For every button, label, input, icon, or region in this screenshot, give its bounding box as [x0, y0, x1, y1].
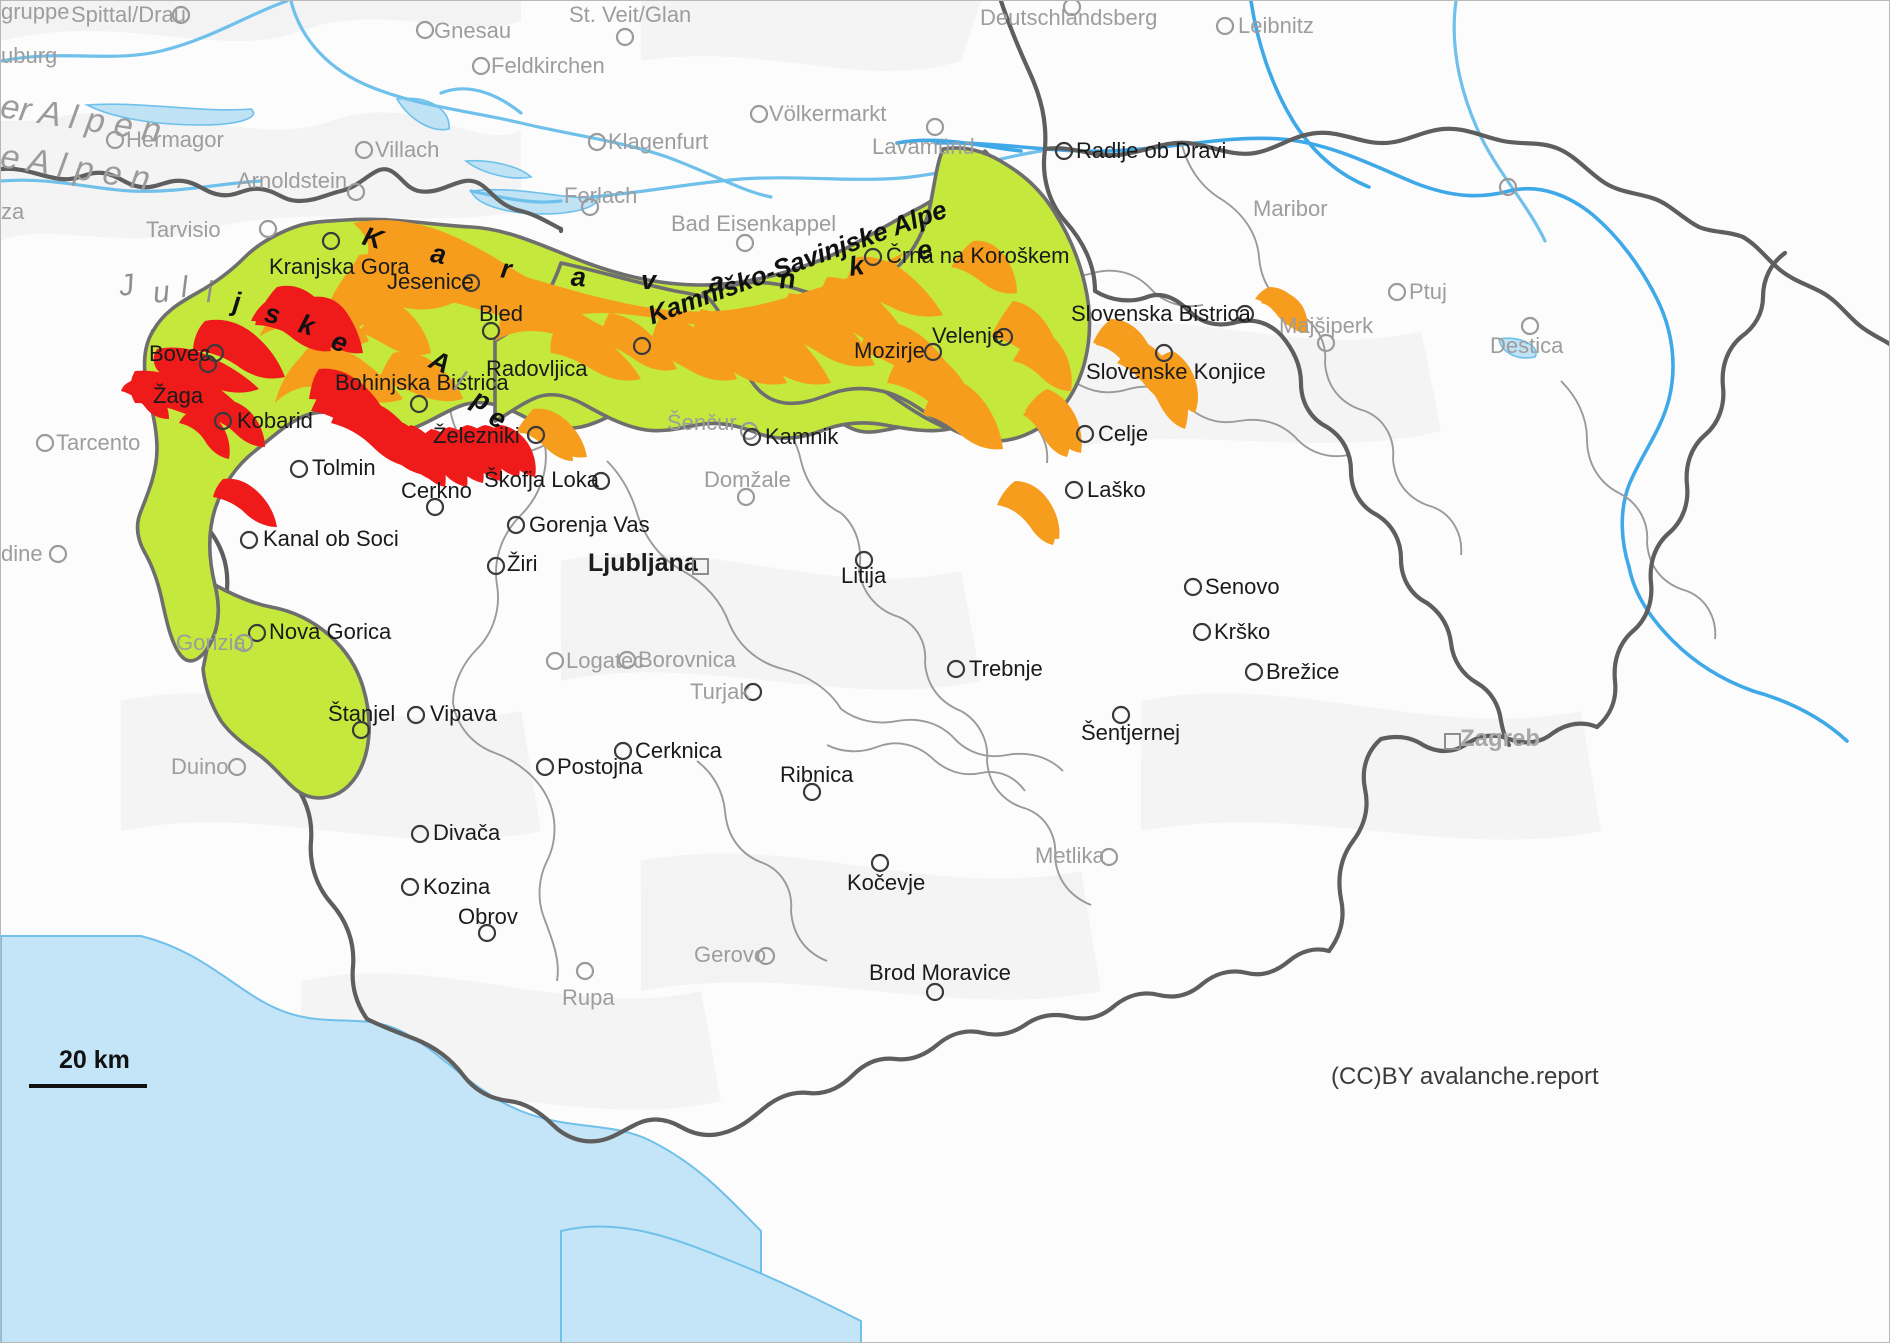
label-tarvisio: Tarvisio	[146, 217, 221, 242]
label-feldkirchen: Feldkirchen	[491, 53, 605, 78]
label-bad-eisenkappel: Bad Eisenkappel	[671, 211, 837, 236]
label-slovenska-bistrica: Slovenska Bistrica	[1071, 301, 1251, 326]
label-zaga: Žaga	[153, 383, 204, 408]
label-crna-na-koroskem: Črna na Koroškem	[886, 243, 1070, 268]
label-maribor: Maribor	[1253, 196, 1328, 221]
label-hermagor: Hermagor	[126, 127, 224, 152]
label-cerkno: Cerkno	[401, 478, 472, 503]
label-kanal-ob-soci: Kanal ob Soci	[263, 526, 399, 551]
label-sencur: Šenčur	[667, 410, 737, 435]
label-bohinjska-bistrica: Bohinjska Bistrica	[335, 370, 509, 395]
label-klagenfurt: Klagenfurt	[608, 129, 709, 154]
zagreb-capital-marker	[1444, 733, 1461, 750]
label-vipava: Vipava	[430, 701, 497, 726]
label-gnesau: Gnesau	[434, 18, 512, 43]
label-gerovo: Gerovo	[694, 942, 767, 967]
label-kozina: Kozina	[423, 874, 491, 899]
label-ferlach: Ferlach	[564, 183, 638, 208]
label-zelezniki: Železniki	[433, 423, 520, 448]
rivers-major	[895, 1, 1849, 743]
range-letter-julijske-3: i	[205, 275, 214, 310]
label-radovljica: Radovljica	[486, 356, 588, 381]
city-dots	[35, 1, 1540, 1002]
label-jesenice: Jesenice	[387, 269, 474, 294]
range-letter-karavanke-15: a	[570, 261, 588, 293]
ljubljana-capital-marker	[692, 558, 709, 575]
scale-label: 20 km	[59, 1046, 130, 1074]
attribution: (CC)BY avalanche.report	[1331, 1063, 1599, 1090]
label-dine: dine	[1, 541, 43, 566]
label-st-veit-glan: St. Veit/Glan	[569, 2, 692, 27]
rivers	[1, 1, 1547, 243]
label-kocevje: Kočevje	[847, 870, 926, 895]
range-letter-karavanke-16: v	[641, 265, 657, 295]
label-ziri: Žiri	[507, 551, 538, 576]
label-metlika: Metlika	[1035, 843, 1105, 868]
label-leibnitz: Leibnitz	[1238, 13, 1314, 38]
label-gruppe: gruppe	[1, 0, 70, 24]
label-tarcento: Tarcento	[56, 430, 141, 455]
label-stanjel: Štanjel	[328, 701, 396, 726]
label-tolmin: Tolmin	[312, 455, 376, 480]
label-zagreb: Zagreb	[1460, 725, 1541, 752]
label-lasko: Laško	[1087, 477, 1146, 502]
label-villach: Villach	[375, 137, 440, 162]
label-nova-gorica: Nova Gorica	[269, 619, 392, 644]
label-duino: Duino	[171, 754, 229, 779]
label-bovec: Bovec	[149, 341, 211, 366]
label-bled: Bled	[479, 301, 524, 326]
danger-zone-considerable-red	[121, 285, 536, 527]
label-velenje: Velenje	[932, 323, 1005, 348]
label-senovo: Senovo	[1205, 574, 1280, 599]
label-skofja-loka: Škofja Loka	[484, 467, 599, 492]
label-ptuj: Ptuj	[1409, 279, 1447, 304]
label-postojna: Postojna	[557, 754, 643, 779]
label-litija: Litija	[841, 563, 887, 588]
label-logatec: Logatec	[566, 648, 645, 673]
label-turjak: Turjak	[690, 679, 751, 704]
label-cerknica: Cerknica	[635, 738, 722, 763]
label-trebnje: Trebnje	[969, 656, 1043, 681]
label-divaca: Divača	[433, 820, 501, 845]
label-arnoldstein: Arnoldstein	[237, 168, 348, 193]
label-obrov: Obrov	[458, 904, 518, 929]
label-spittal-drau: Spittal/Drau	[71, 2, 186, 27]
range-letter-julijske-1: u	[151, 275, 172, 310]
label-brezice: Brežice	[1266, 659, 1340, 684]
label-domzale: Domžale	[704, 467, 791, 492]
label-kranjska-gora: Kranjska Gora	[269, 254, 410, 279]
scale-bar	[29, 1084, 147, 1088]
label-sentjernej: Šentjernej	[1081, 720, 1181, 745]
label-lavamund: Lavamünd	[872, 134, 975, 159]
label-rupa: Rupa	[562, 985, 615, 1010]
label-kobarid: Kobarid	[237, 408, 313, 433]
label-radlje-ob-dravi: Radlje ob Dravi	[1076, 138, 1227, 163]
label-ribnica: Ribnica	[780, 762, 854, 787]
danger-zone-moderate-orange	[259, 220, 1308, 545]
label-deutschlandsberg: Deutschlandsberg	[980, 5, 1158, 30]
label-volkermarkt: Völkermarkt	[769, 101, 887, 126]
label-gorizia: Gorizia	[176, 630, 246, 655]
label-majsiperk: Majšiperk	[1279, 313, 1374, 338]
label-krsko: Krško	[1214, 619, 1271, 644]
label-gorenja-vas: Gorenja Vas	[529, 512, 650, 537]
label-celje: Celje	[1098, 421, 1149, 446]
label-uburg: uburg	[1, 43, 58, 68]
label-destica: Destica	[1490, 333, 1564, 358]
label-borovnica: Borovnica	[638, 647, 736, 672]
label-kamnik: Kamnik	[765, 424, 839, 449]
label-brod-moravice: Brod Moravice	[869, 960, 1011, 985]
label-za: za	[1, 199, 25, 224]
adriatic-inner-bay	[560, 1225, 862, 1342]
label-mozirje: Mozirje	[854, 338, 925, 363]
label-slovenske-konjice: Slovenske Konjice	[1086, 359, 1266, 384]
label-ljubljana: Ljubljana	[588, 549, 698, 577]
